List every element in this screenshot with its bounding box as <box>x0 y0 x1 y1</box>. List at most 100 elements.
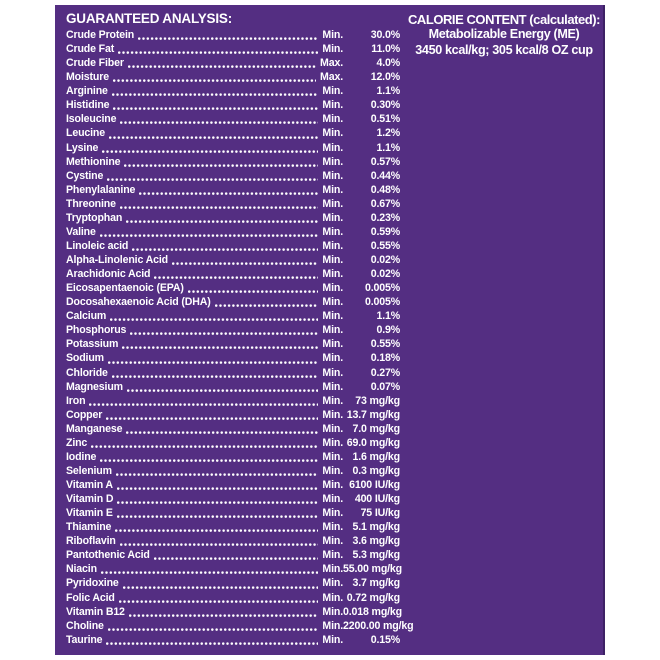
nutrient-value: 0.59% <box>370 225 400 238</box>
nutrient-limit: Min. <box>322 296 343 309</box>
calorie-content-energy-label: Metabolizable Energy (ME) <box>428 27 580 41</box>
analysis-row: Leucine Min. 1.2% <box>66 127 400 141</box>
dot-leader <box>154 276 319 281</box>
dot-leader <box>112 79 317 84</box>
nutrient-limit: Min. <box>322 549 343 562</box>
nutrient-name: Manganese <box>66 422 123 435</box>
dot-leader <box>107 177 319 182</box>
nutrient-limit: Min. <box>322 338 343 351</box>
dot-leader <box>153 557 319 562</box>
nutrient-limit: Min. <box>322 225 343 238</box>
analysis-row: Tryptophan Min. 0.23% <box>66 212 400 226</box>
nutrient-value: 69.0 mg/kg <box>346 436 400 449</box>
nutrient-name: Leucine <box>66 127 105 140</box>
nutrient-value: 0.51% <box>370 113 400 126</box>
nutrient-name: Pantothenic Acid <box>66 549 150 562</box>
nutrient-value: 4.0% <box>376 57 400 70</box>
nutrient-name: Arginine <box>66 85 108 98</box>
nutrient-limit: Min. <box>322 605 343 618</box>
nutrient-name: Lysine <box>66 141 99 154</box>
nutrient-limit: Min. <box>322 169 343 182</box>
nutrient-limit: Min. <box>322 619 343 632</box>
nutrient-limit: Min. <box>322 254 343 266</box>
nutrient-value: 2200.00 mg/kg <box>343 619 414 632</box>
analysis-row: Crude Protein Min. 30.0% <box>66 29 400 43</box>
nutrient-limit: Min. <box>322 633 343 646</box>
dot-leader <box>132 248 319 252</box>
nutrient-value: 0.3 mg/kg <box>352 464 400 477</box>
nutrient-limit: Min. <box>322 310 343 323</box>
nutrient-value: 0.23% <box>370 211 400 224</box>
analysis-row: Threonine Min. 0.67% <box>66 198 400 212</box>
analysis-row: Phosphorus Min. 0.9% <box>66 324 400 338</box>
nutrient-name: Docosahexaenoic Acid (DHA) <box>66 296 211 309</box>
nutrient-value: 55.00 mg/kg <box>343 563 403 576</box>
nutrient-name: Tryptophan <box>66 211 123 224</box>
dot-leader <box>102 149 319 154</box>
nutrient-limit: Min. <box>322 127 343 140</box>
nutrient-name: Thiamine <box>66 521 112 534</box>
analysis-row: Valine Min. 0.59% <box>66 226 400 240</box>
dot-leader <box>100 571 319 576</box>
dot-leader <box>113 107 319 112</box>
analysis-row: Vitamin E Min. 75 IU/kg <box>66 507 400 521</box>
analysis-row: Niacin Min. 55.00 mg/kg <box>66 563 403 577</box>
nutrient-value: 0.02% <box>370 268 400 281</box>
analysis-row: Sodium Min. 0.18% <box>66 352 400 366</box>
analysis-row: Arginine Min. 1.1% <box>66 85 400 99</box>
nutrient-value: 13.7 mg/kg <box>346 408 400 421</box>
nutrient-value: 5.3 mg/kg <box>352 549 400 562</box>
dot-leader <box>108 135 319 140</box>
nutrient-limit: Min. <box>322 113 343 126</box>
dot-leader <box>138 37 319 42</box>
nutrient-limit: Min. <box>322 521 343 534</box>
nutrient-name: Potassium <box>66 338 119 351</box>
dot-leader <box>122 585 319 590</box>
nutrient-name: Vitamin B12 <box>66 605 125 618</box>
guaranteed-analysis-title: GUARANTEED ANALYSIS: <box>66 11 233 26</box>
nutrient-value: 400 IU/kg <box>354 493 400 506</box>
nutrient-name: Sodium <box>66 352 104 365</box>
guaranteed-analysis-section: GUARANTEED ANALYSIS: Crude Protein Min. … <box>66 9 414 648</box>
analysis-row: Vitamin A Min. 6100 IU/kg <box>66 479 400 493</box>
nutrient-limit: Min. <box>322 29 343 41</box>
nutrient-value: 0.44% <box>370 169 400 182</box>
nutrient-name: Iodine <box>66 450 97 463</box>
nutrient-name: Crude Protein <box>66 29 135 41</box>
dot-leader <box>117 501 319 506</box>
nutrient-limit: Min. <box>322 394 343 407</box>
dot-leader <box>127 65 317 70</box>
nutrient-value: 0.018 mg/kg <box>343 605 403 618</box>
nutrient-value: 0.30% <box>370 99 400 112</box>
calorie-content-values: 3450 kcal/kg; 305 kcal/8 OZ cup <box>415 42 593 57</box>
nutrient-name: Alpha-Linolenic Acid <box>66 254 168 266</box>
analysis-row: Copper Min. 13.7 mg/kg <box>66 409 400 423</box>
analysis-row: Phenylalanine Min. 0.48% <box>66 184 400 198</box>
nutrient-value: 0.72 mg/kg <box>346 591 400 604</box>
dot-leader <box>126 219 319 224</box>
dot-leader <box>118 51 319 56</box>
dot-leader <box>111 374 319 379</box>
dot-leader <box>115 529 319 534</box>
nutrient-limit: Min. <box>322 366 343 379</box>
nutrient-name: Selenium <box>66 464 112 477</box>
nutrient-limit: Min. <box>322 436 343 449</box>
nutrient-limit: Min. <box>322 577 343 590</box>
nutrient-value: 3.7 mg/kg <box>352 577 400 590</box>
analysis-row: Potassium Min. 0.55% <box>66 338 400 352</box>
nutrient-limit: Max. <box>320 57 343 70</box>
dot-leader <box>116 515 319 520</box>
analysis-row: Isoleucine Min. 0.51% <box>66 113 400 127</box>
analysis-rows: Crude Protein Min. 30.0% Crude Fat Min. … <box>66 29 414 648</box>
analysis-row: Eicosapentaenoic (EPA) Min. 0.005% <box>66 282 400 296</box>
dot-leader <box>110 318 319 323</box>
nutrient-value: 0.9% <box>376 324 400 337</box>
nutrient-limit: Min. <box>322 211 343 224</box>
nutrient-limit: Min. <box>322 268 343 281</box>
calorie-content-section: CALORIE CONTENT (calculated): Metaboliza… <box>407 12 601 58</box>
dot-leader <box>130 332 319 337</box>
analysis-row: Pyridoxine Min. 3.7 mg/kg <box>66 577 400 591</box>
dot-leader <box>124 163 319 168</box>
analysis-row: Chloride Min. 0.27% <box>66 367 400 381</box>
nutrient-limit: Min. <box>322 43 343 56</box>
